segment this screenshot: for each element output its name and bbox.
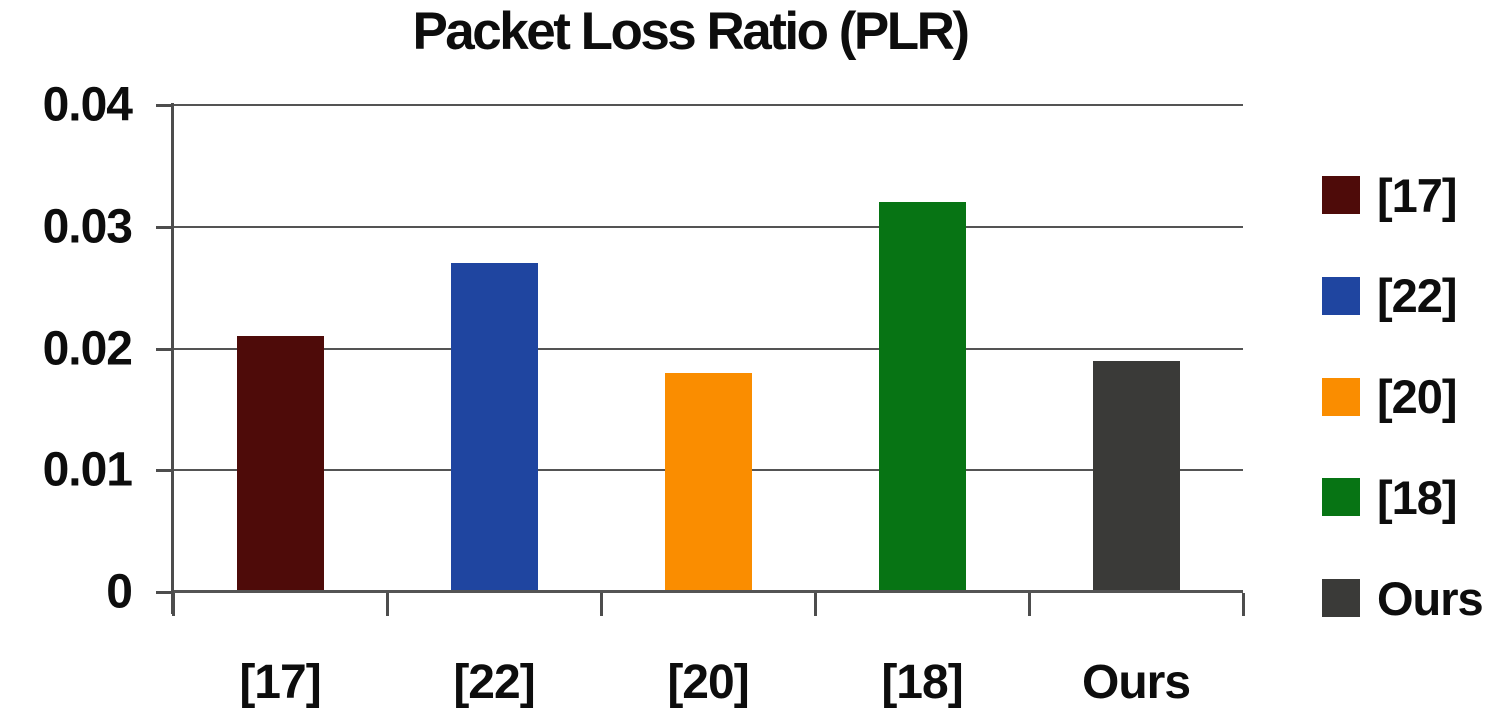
x-category-label-[22]: [22] <box>453 656 535 709</box>
y-tick-0.03 <box>156 225 173 229</box>
legend-swatch-[22] <box>1322 276 1360 315</box>
y-tick-0.04 <box>156 104 173 107</box>
gridline-0.02 <box>173 347 1243 350</box>
gridline-0.04 <box>173 104 1243 106</box>
legend-swatch-[18] <box>1322 478 1360 517</box>
x-category-label-[18]: [18] <box>881 656 963 709</box>
legend-label-Ours: Ours <box>1377 571 1484 625</box>
y-tick-label-0: 0 <box>106 565 133 619</box>
legend-label-[20]: [20] <box>1377 370 1458 423</box>
gridline-0.03 <box>173 225 1243 228</box>
y-axis-line <box>171 103 174 614</box>
x-category-label-[17]: [17] <box>239 656 321 709</box>
y-tick-0.02 <box>156 347 173 351</box>
legend-swatch-[20] <box>1322 377 1360 416</box>
bar-Ours <box>1092 360 1180 592</box>
x-tick-0 <box>171 593 175 616</box>
y-tick-0.01 <box>156 469 173 473</box>
legend-label-[17]: [17] <box>1377 168 1458 222</box>
x-tick-4 <box>1027 593 1031 616</box>
x-axis-line <box>173 590 1243 593</box>
y-tick-label-0.04: 0.04 <box>42 78 133 132</box>
legend-entry-[22]: [22] <box>1322 267 1458 325</box>
legend-entry-[18]: [18] <box>1322 468 1458 526</box>
legend-entry-Ours: Ours <box>1322 569 1484 627</box>
y-tick-0 <box>156 591 173 594</box>
x-category-label-[20]: [20] <box>667 656 749 709</box>
legend-entry-[17]: [17] <box>1322 166 1458 224</box>
x-category-label-Ours: Ours <box>1081 656 1191 709</box>
legend-swatch-[17] <box>1322 176 1360 214</box>
x-tick-3 <box>813 593 817 616</box>
bar-[22] <box>450 263 538 592</box>
plot-area <box>156 103 1245 616</box>
x-tick-5 <box>1241 593 1245 616</box>
y-tick-label-0.03: 0.03 <box>42 200 133 254</box>
x-tick-2 <box>599 593 603 616</box>
legend-entry-[20]: [20] <box>1322 368 1458 426</box>
bar-[17] <box>236 336 324 592</box>
y-tick-label-0.02: 0.02 <box>42 322 133 375</box>
legend-label-[18]: [18] <box>1377 470 1458 524</box>
y-tick-label-0.01: 0.01 <box>42 443 133 497</box>
bar-[18] <box>878 202 966 592</box>
bar-[20] <box>664 372 752 592</box>
legend-label-[22]: [22] <box>1377 269 1458 323</box>
x-tick-1 <box>385 593 389 616</box>
chart-title: Packet Loss Ratio (PLR) <box>412 2 970 61</box>
legend-swatch-Ours <box>1322 579 1360 617</box>
